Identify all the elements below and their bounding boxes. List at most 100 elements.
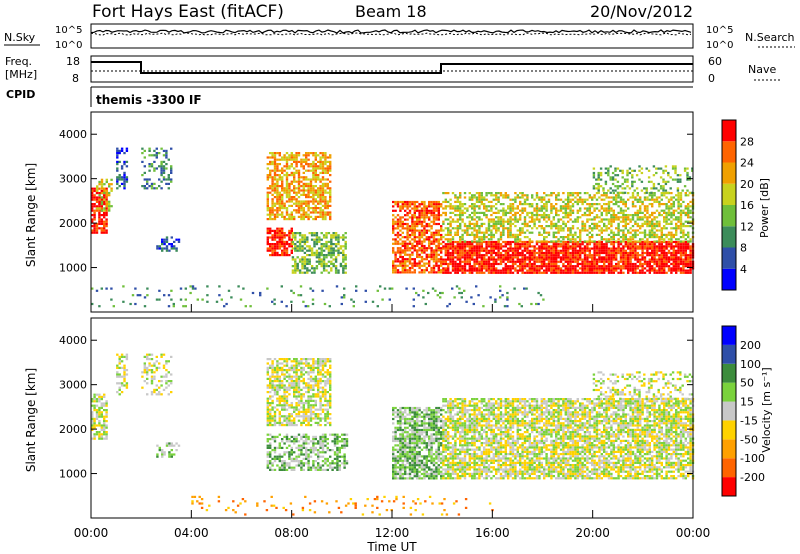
power-cell [504, 254, 507, 257]
velocity-cell [120, 366, 124, 369]
velocity-cell [123, 364, 126, 367]
power-cell [629, 267, 632, 270]
power-cell [392, 262, 395, 265]
power-cell [392, 205, 395, 208]
power-cell [643, 247, 647, 250]
power-cell [344, 232, 347, 235]
power-cell [244, 305, 247, 308]
power-cell [509, 265, 512, 268]
power-cell [535, 214, 539, 217]
power-cell [307, 165, 310, 168]
power-cell [399, 233, 402, 237]
power-cell [634, 243, 637, 246]
power-cell [655, 200, 659, 203]
power-cell [100, 185, 104, 188]
power-cell [617, 231, 620, 234]
power-cell [406, 258, 409, 261]
power-cell [569, 262, 572, 266]
power-cell [122, 300, 125, 303]
power-cell [189, 285, 192, 288]
noise-left-label: N.Sky [4, 31, 36, 44]
power-cell [605, 192, 608, 195]
power-cell [343, 287, 346, 290]
power-cell [93, 231, 96, 234]
power-cell [293, 180, 296, 183]
power-cell [627, 258, 630, 261]
velocity-cell [91, 415, 94, 418]
power-cell [447, 231, 450, 234]
power-cell [538, 225, 541, 228]
power-cell [492, 258, 495, 261]
power-cell [552, 207, 555, 210]
power-cell [514, 238, 517, 241]
power-cell [309, 189, 313, 192]
power-cell [648, 271, 651, 274]
power-cell [475, 225, 479, 228]
power-cell [617, 262, 620, 266]
power-cell [559, 236, 563, 239]
power-cell [392, 222, 395, 226]
power-cell [687, 220, 690, 223]
power-cell [523, 231, 527, 234]
power-cell [658, 256, 661, 259]
power-cell [444, 211, 447, 214]
power-cell [631, 251, 635, 255]
power-cell [537, 291, 540, 295]
power-cell [165, 240, 169, 243]
velocity-cell [146, 353, 149, 356]
velocity-cell [118, 366, 121, 369]
power-cell [294, 232, 297, 235]
power-cell [475, 233, 479, 236]
power-cell [459, 192, 462, 195]
power-cell [285, 207, 289, 210]
power-cell [293, 156, 296, 159]
power-cell [545, 216, 548, 219]
power-cell [540, 205, 543, 208]
power-cell [148, 185, 151, 188]
power-cell [579, 229, 582, 232]
power-cell [562, 207, 565, 210]
power-cell [547, 251, 551, 255]
power-cell [413, 205, 416, 208]
power-cell [521, 256, 524, 259]
power-cell [557, 256, 560, 259]
power-cell [105, 198, 108, 201]
power-cell [612, 211, 615, 214]
power-cell [605, 256, 608, 259]
power-cell [559, 269, 563, 272]
power-cell [639, 198, 642, 201]
power-cell [651, 227, 654, 230]
power-cell [622, 233, 625, 236]
power-cell [689, 216, 692, 219]
power-cell [655, 222, 659, 225]
power-cell [595, 233, 599, 236]
power-cell [557, 220, 560, 223]
power-cell [324, 200, 327, 203]
power-cell [614, 178, 617, 181]
power-cell [648, 267, 651, 270]
power-cell [218, 285, 221, 288]
power-cell [95, 209, 99, 212]
power-cell [509, 211, 512, 214]
power-cell [675, 216, 678, 219]
power-cell [658, 211, 661, 214]
power-cell [675, 229, 678, 232]
power-cell [495, 196, 498, 199]
velocity-cell [91, 424, 94, 427]
power-cell [492, 198, 495, 201]
power-cell [285, 243, 289, 246]
power-cell [667, 207, 671, 210]
power-cell [579, 192, 582, 195]
power-cell [285, 167, 289, 170]
power-cell [278, 240, 281, 243]
power-cell [444, 245, 447, 248]
power-cell [120, 165, 124, 168]
velocity-cell [91, 437, 94, 440]
power-cell [288, 167, 291, 170]
power-cell [93, 209, 96, 212]
power-cell [454, 207, 457, 210]
power-cell [435, 218, 438, 221]
power-cell [564, 260, 567, 263]
power-cell [595, 216, 599, 219]
power-cell [110, 287, 113, 290]
